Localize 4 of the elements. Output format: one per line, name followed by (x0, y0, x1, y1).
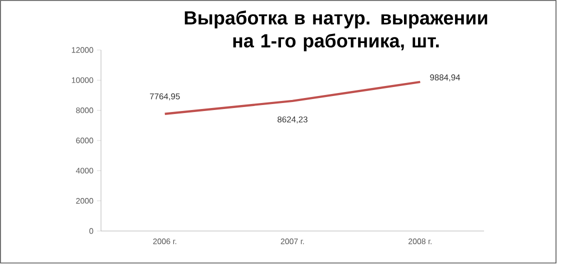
data-label: 7764,95 (150, 93, 180, 100)
chart-title: Выработка в натур. выражении на 1-го работника, шт. (184, 10, 488, 52)
data-label: 8624,23 (278, 116, 308, 124)
data-label: 9884,94 (430, 74, 460, 82)
